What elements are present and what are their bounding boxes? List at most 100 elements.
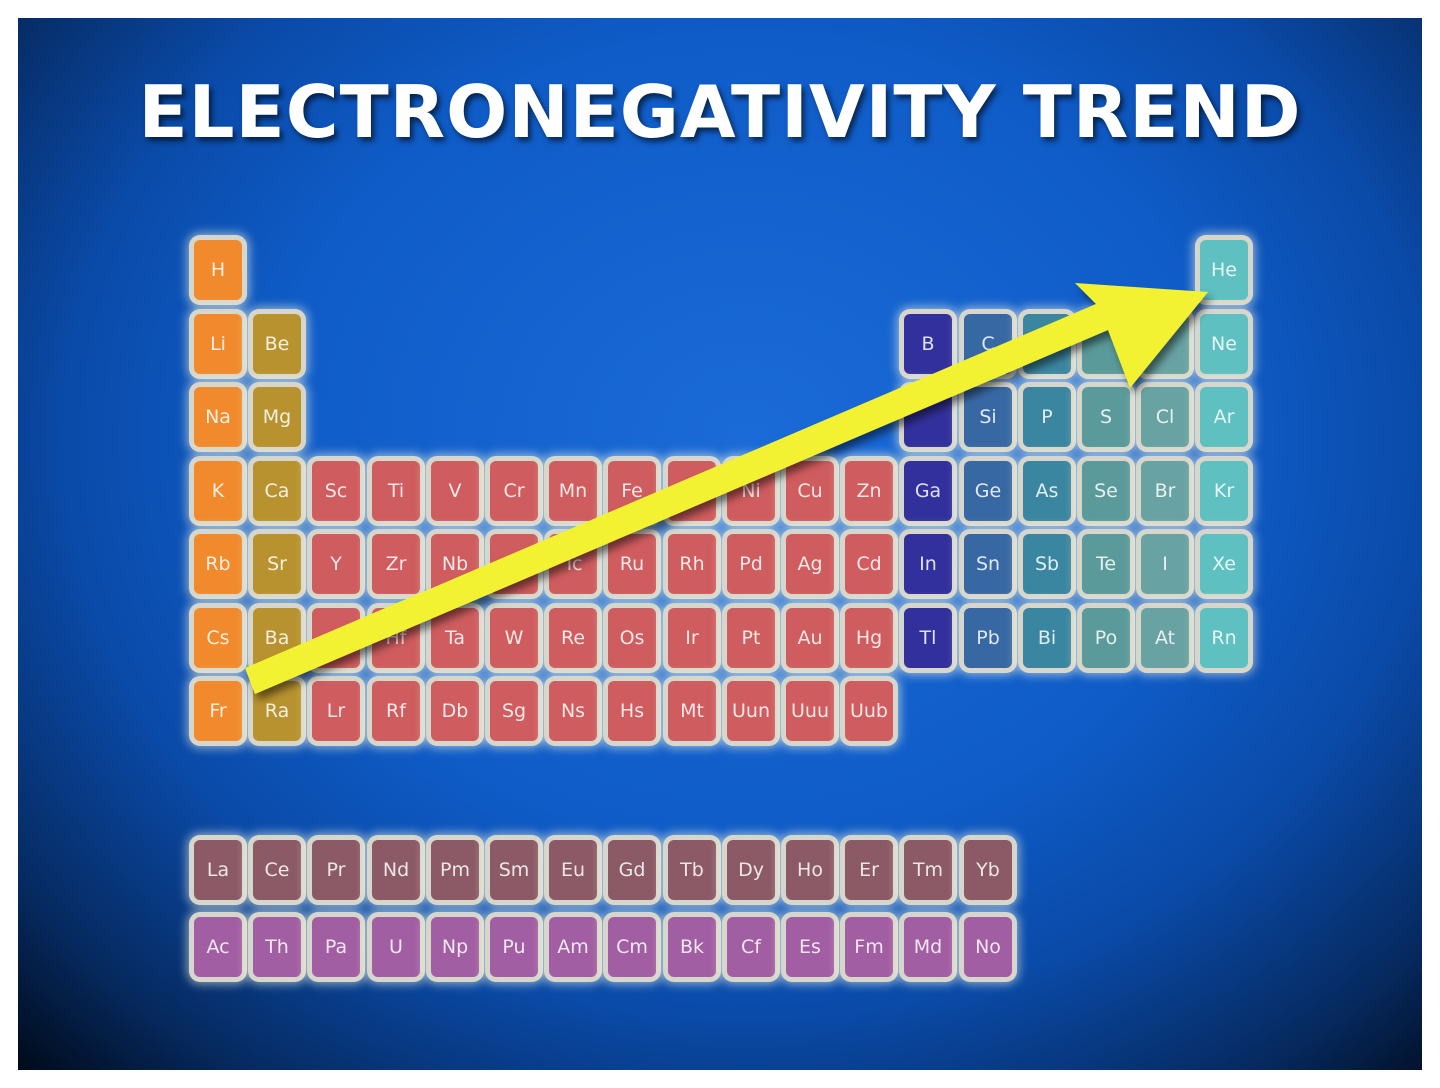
element-cell: Sn	[964, 534, 1012, 594]
element-cell: Po	[1082, 608, 1130, 668]
element-cell: Hs	[608, 681, 656, 741]
element-cell: B	[904, 314, 952, 374]
lanthanide-cell: Sm	[490, 840, 538, 900]
actinide-cell: Es	[786, 917, 834, 977]
element-cell: Fr	[194, 681, 242, 741]
element-cell: Pd	[727, 534, 775, 594]
actinide-cell: Md	[904, 917, 952, 977]
lanthanide-cell: Gd	[608, 840, 656, 900]
element-cell: Lr	[312, 681, 360, 741]
element-cell: Sc	[312, 461, 360, 521]
element-cell: Cs	[194, 608, 242, 668]
element-cell: Li	[194, 314, 242, 374]
element-cell: Ru	[608, 534, 656, 594]
element-cell: Kr	[1200, 461, 1248, 521]
element-cell: In	[904, 534, 952, 594]
element-cell: Rh	[668, 534, 716, 594]
lanthanide-cell: Ce	[253, 840, 301, 900]
lanthanide-cell: La	[194, 840, 242, 900]
element-cell: Tl	[904, 608, 952, 668]
actinide-cell: Am	[549, 917, 597, 977]
element-cell: Ir	[668, 608, 716, 668]
element-cell: Xe	[1200, 534, 1248, 594]
element-cell: Ag	[786, 534, 834, 594]
element-cell: Ga	[904, 461, 952, 521]
element-cell: Zn	[845, 461, 893, 521]
element-cell: Hg	[845, 608, 893, 668]
element-cell: S	[1082, 387, 1130, 447]
actinide-cell: Cf	[727, 917, 775, 977]
element-cell: Sb	[1023, 534, 1071, 594]
element-cell: Os	[608, 608, 656, 668]
element-cell: Rf	[372, 681, 420, 741]
element-cell: Ti	[372, 461, 420, 521]
element-cell: H	[194, 240, 242, 300]
element-cell: Ar	[1200, 387, 1248, 447]
element-cell: Uun	[727, 681, 775, 741]
element-cell: Pt	[727, 608, 775, 668]
actinide-cell: Np	[431, 917, 479, 977]
lanthanide-cell: Tm	[904, 840, 952, 900]
element-cell: I	[1141, 534, 1189, 594]
element-cell: Se	[1082, 461, 1130, 521]
element-cell: V	[431, 461, 479, 521]
lanthanide-cell: Yb	[964, 840, 1012, 900]
element-cell: Ca	[253, 461, 301, 521]
actinide-cell: Fm	[845, 917, 893, 977]
lanthanide-cell: Er	[845, 840, 893, 900]
element-cell: Cr	[490, 461, 538, 521]
element-cell: Si	[964, 387, 1012, 447]
actinide-cell: U	[372, 917, 420, 977]
element-cell: Na	[194, 387, 242, 447]
element-cell: Uuu	[786, 681, 834, 741]
element-cell: Au	[786, 608, 834, 668]
actinide-cell: Pa	[312, 917, 360, 977]
actinide-cell: Th	[253, 917, 301, 977]
element-cell: Ne	[1200, 314, 1248, 374]
element-cell: Bi	[1023, 608, 1071, 668]
lanthanide-cell: Dy	[727, 840, 775, 900]
actinide-cell: Bk	[668, 917, 716, 977]
element-cell: As	[1023, 461, 1071, 521]
element-cell: Db	[431, 681, 479, 741]
element-cell: Zr	[372, 534, 420, 594]
element-cell: Y	[312, 534, 360, 594]
actinide-cell: Pu	[490, 917, 538, 977]
element-cell: P	[1023, 387, 1071, 447]
element-cell: Sg	[490, 681, 538, 741]
lanthanide-cell: Nd	[372, 840, 420, 900]
element-cell: Re	[549, 608, 597, 668]
lanthanide-cell: Pm	[431, 840, 479, 900]
actinide-cell: No	[964, 917, 1012, 977]
element-cell: Ge	[964, 461, 1012, 521]
element-cell: Rn	[1200, 608, 1248, 668]
element-cell: Pb	[964, 608, 1012, 668]
element-cell: Cl	[1141, 387, 1189, 447]
element-cell: Rb	[194, 534, 242, 594]
element-cell: Sr	[253, 534, 301, 594]
element-cell: Cu	[786, 461, 834, 521]
element-cell: Mt	[668, 681, 716, 741]
actinide-cell: Cm	[608, 917, 656, 977]
element-cell: Ta	[431, 608, 479, 668]
lanthanide-cell: Eu	[549, 840, 597, 900]
element-cell: Br	[1141, 461, 1189, 521]
element-cell: K	[194, 461, 242, 521]
lanthanide-cell: Tb	[668, 840, 716, 900]
element-cell: Uub	[845, 681, 893, 741]
lanthanide-cell: Ho	[786, 840, 834, 900]
element-cell: Ns	[549, 681, 597, 741]
element-cell: He	[1200, 240, 1248, 300]
element-cell: Be	[253, 314, 301, 374]
element-cell: Cd	[845, 534, 893, 594]
element-cell: At	[1141, 608, 1189, 668]
lanthanide-cell: Pr	[312, 840, 360, 900]
actinide-cell: Ac	[194, 917, 242, 977]
element-cell: Mg	[253, 387, 301, 447]
element-cell: Te	[1082, 534, 1130, 594]
element-cell: Mn	[549, 461, 597, 521]
element-cell: W	[490, 608, 538, 668]
diagram-title: ELECTRONEGATIVITY TREND	[138, 70, 1302, 154]
